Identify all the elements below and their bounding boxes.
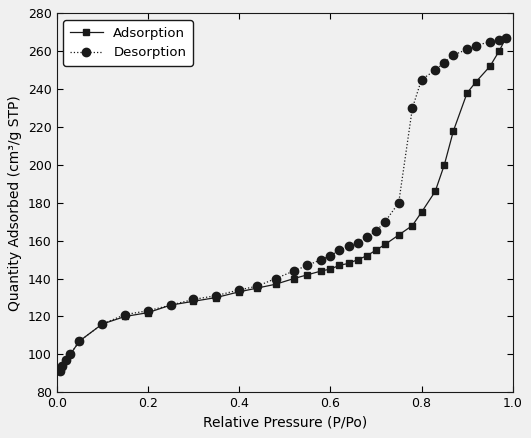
Adsorption: [487, 64, 493, 69]
Adsorption: [336, 263, 342, 268]
Desorption: [236, 287, 242, 293]
Desorption: [290, 268, 297, 274]
Desorption: [99, 321, 106, 327]
Adsorption: [409, 223, 416, 228]
Desorption: [418, 77, 425, 82]
Adsorption: [122, 314, 128, 319]
Desorption: [190, 297, 196, 302]
Y-axis label: Quantity Adsorbed (cm³/g STP): Quantity Adsorbed (cm³/g STP): [8, 95, 22, 311]
Legend: Adsorption, Desorption: Adsorption, Desorption: [63, 20, 193, 66]
Adsorption: [318, 268, 324, 274]
Line: Adsorption: Adsorption: [56, 35, 509, 375]
Adsorption: [382, 242, 388, 247]
Desorption: [503, 35, 509, 41]
Desorption: [487, 39, 493, 44]
Adsorption: [167, 303, 174, 308]
Desorption: [213, 293, 219, 298]
Adsorption: [496, 49, 502, 54]
Desorption: [432, 67, 439, 73]
Desorption: [355, 240, 361, 245]
Adsorption: [473, 79, 479, 84]
Adsorption: [373, 247, 379, 253]
Desorption: [450, 53, 457, 58]
Adsorption: [450, 128, 457, 134]
Adsorption: [144, 310, 151, 315]
Adsorption: [396, 233, 402, 238]
Desorption: [409, 106, 416, 111]
Desorption: [254, 283, 261, 289]
Desorption: [59, 363, 65, 368]
Desorption: [441, 60, 448, 65]
Desorption: [76, 339, 83, 344]
Adsorption: [59, 363, 65, 368]
Desorption: [373, 229, 379, 234]
Adsorption: [503, 35, 509, 41]
Adsorption: [272, 282, 279, 287]
Desorption: [473, 43, 479, 48]
Desorption: [464, 47, 470, 52]
Desorption: [57, 369, 63, 374]
Desorption: [345, 244, 352, 249]
Adsorption: [57, 369, 63, 374]
Adsorption: [364, 253, 370, 258]
Adsorption: [345, 261, 352, 266]
Adsorption: [290, 276, 297, 281]
Desorption: [336, 247, 342, 253]
Adsorption: [213, 295, 219, 300]
Adsorption: [190, 299, 196, 304]
Desorption: [144, 308, 151, 314]
Adsorption: [76, 339, 83, 344]
Adsorption: [327, 266, 333, 272]
Desorption: [396, 200, 402, 205]
Adsorption: [432, 189, 439, 194]
Adsorption: [418, 210, 425, 215]
Desorption: [318, 257, 324, 262]
Desorption: [327, 253, 333, 258]
Desorption: [364, 234, 370, 240]
Desorption: [63, 357, 69, 363]
Desorption: [67, 352, 73, 357]
Adsorption: [355, 257, 361, 262]
X-axis label: Relative Pressure (P/Po): Relative Pressure (P/Po): [202, 416, 367, 430]
Desorption: [272, 276, 279, 281]
Adsorption: [254, 286, 261, 291]
Desorption: [304, 263, 311, 268]
Adsorption: [464, 90, 470, 95]
Line: Desorption: Desorption: [56, 34, 510, 375]
Adsorption: [63, 357, 69, 363]
Desorption: [167, 303, 174, 308]
Adsorption: [304, 272, 311, 277]
Adsorption: [99, 321, 106, 327]
Desorption: [122, 312, 128, 317]
Adsorption: [67, 352, 73, 357]
Adsorption: [236, 289, 242, 294]
Desorption: [496, 37, 502, 42]
Adsorption: [441, 162, 448, 167]
Desorption: [382, 219, 388, 224]
